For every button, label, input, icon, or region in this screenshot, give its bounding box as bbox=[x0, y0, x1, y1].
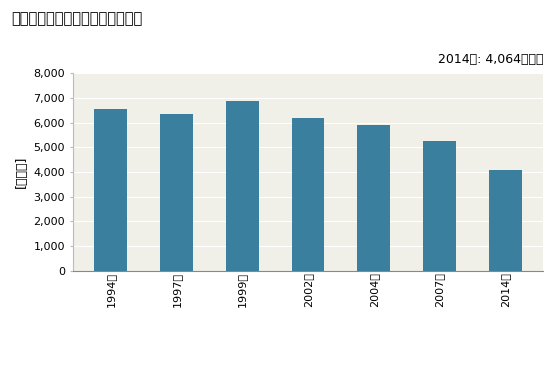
Bar bbox=[423, 141, 456, 271]
Bar bbox=[226, 101, 259, 271]
Bar bbox=[94, 109, 127, 271]
Y-axis label: [事業所]: [事業所] bbox=[15, 156, 28, 188]
Text: その他の卸売業の事業所数の推移: その他の卸売業の事業所数の推移 bbox=[11, 11, 142, 26]
Bar bbox=[160, 114, 193, 271]
Bar bbox=[357, 125, 390, 271]
Bar bbox=[292, 118, 324, 271]
Bar bbox=[489, 171, 522, 271]
Text: 2014年: 4,064事業所: 2014年: 4,064事業所 bbox=[438, 53, 543, 67]
